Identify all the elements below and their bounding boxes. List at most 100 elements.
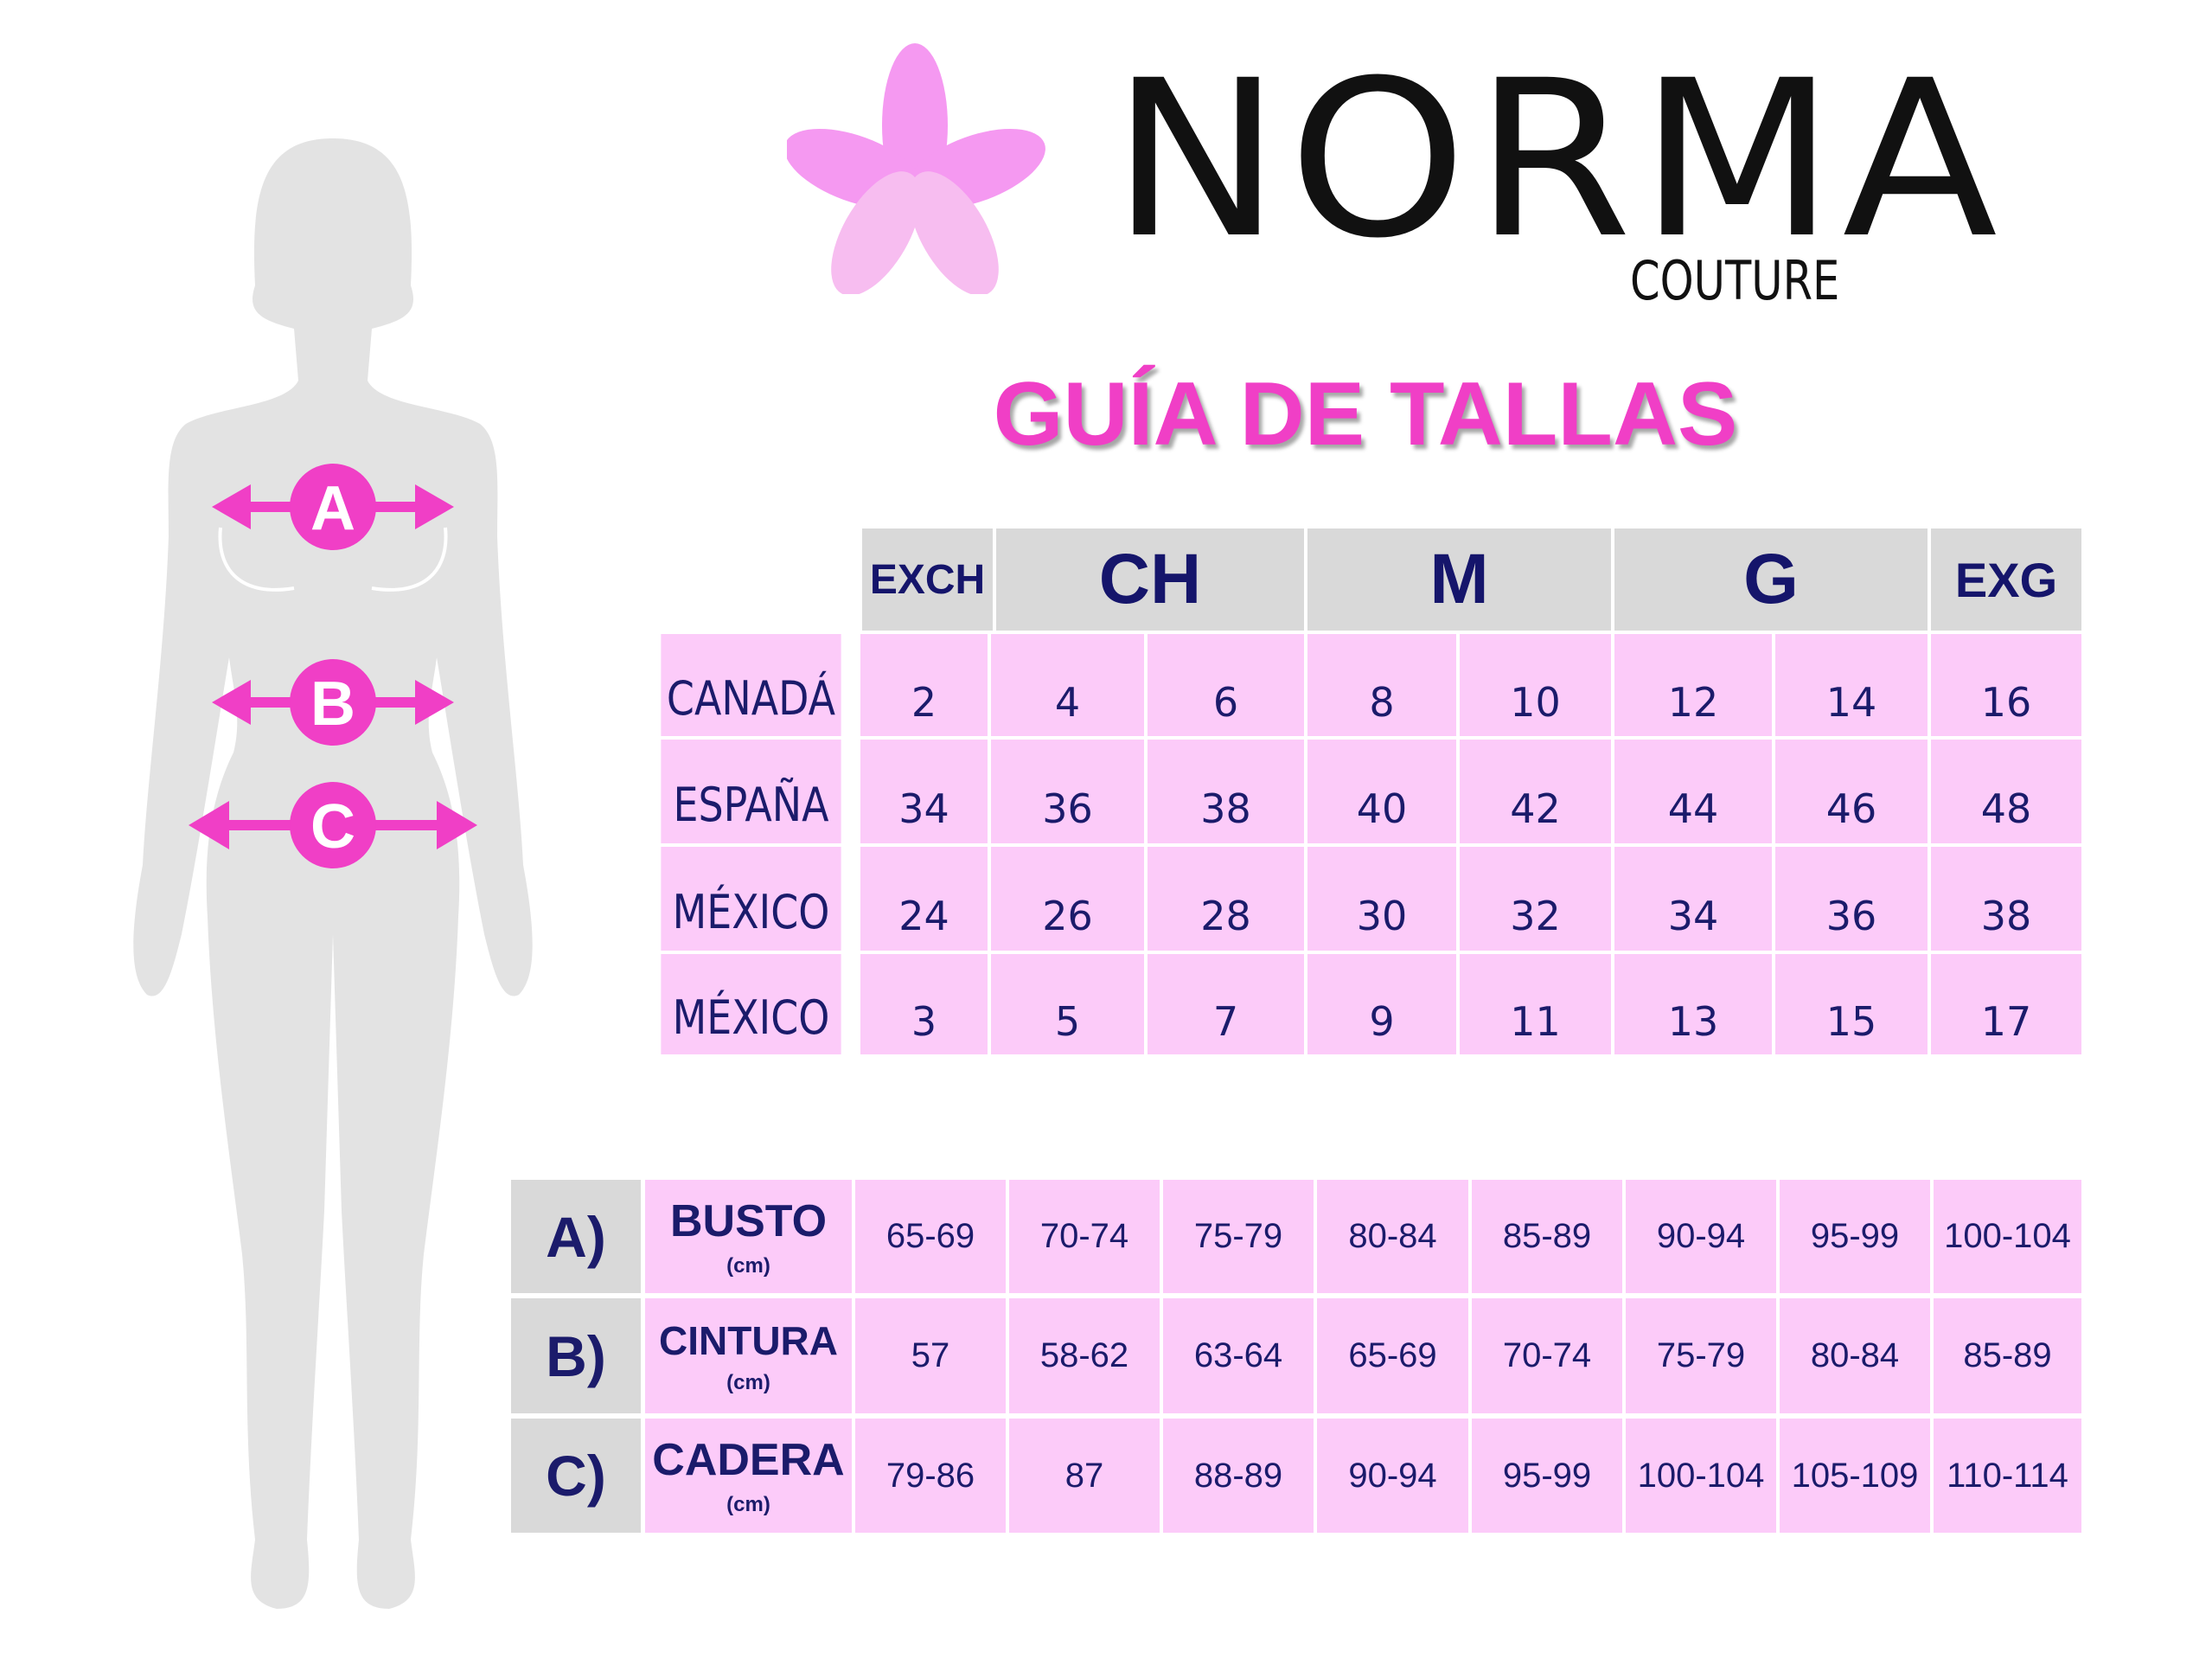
measure-cell-text: 88-89 [1193,1456,1283,1495]
marker-b-label: B [310,669,355,739]
size-cell-text: 17 [1980,998,2032,1045]
measure-cell: 75-79 [1626,1298,1776,1413]
size-cell: 44 [1614,740,1772,843]
measure-label: CADERA (cm) [645,1419,852,1533]
size-cell-text: 44 [1667,785,1719,832]
measure-cell: 100-104 [1626,1419,1776,1533]
measure-cell: 87 [1009,1419,1160,1533]
size-cell: 30 [1307,847,1456,951]
size-cell: 26 [991,847,1144,951]
measure-cell: 85-89 [1934,1298,2081,1413]
size-cell: 28 [1148,847,1304,951]
marker-c [189,782,477,868]
measure-cell: 90-94 [1317,1419,1468,1533]
size-cell: 48 [1931,740,2081,843]
marker-a-label: A [310,474,355,543]
measure-cell: 88-89 [1163,1419,1314,1533]
size-cell: 24 [860,847,988,951]
measure-cell: 85-89 [1472,1180,1622,1293]
body-silhouette: A B C [133,138,533,1609]
measure-cell: 80-84 [1780,1298,1930,1413]
size-cell: 36 [1775,847,1928,951]
marker-a [212,464,454,550]
size-cell-text: 5 [1054,998,1081,1045]
measure-cell-text: 80-84 [1810,1336,1900,1374]
size-cell-text: 26 [1042,893,1093,939]
size-cell: 13 [1614,954,1772,1054]
size-cell-text: 11 [1510,998,1561,1045]
size-cell-text: 32 [1510,893,1561,939]
size-cell-text: 30 [1356,893,1408,939]
size-header: EXCH [862,528,993,631]
measure-cell: 95-99 [1780,1180,1930,1293]
measure-name: CINTURA [659,1317,838,1363]
measure-cell: 57 [855,1298,1006,1413]
measure-letter: B) [511,1298,641,1413]
measure-cell-text: 57 [911,1336,950,1374]
measure-cell-text: 70-74 [1502,1336,1592,1374]
marker-b [212,659,454,746]
row-label-text: ESPAÑA [673,777,829,832]
size-cell: 4 [991,634,1144,736]
measure-letter-text: C) [546,1444,606,1508]
size-cell-text: 28 [1200,893,1251,939]
size-cell: 2 [860,634,988,736]
measure-cell-text: 80-84 [1348,1217,1437,1255]
row-label: MÉXICO [661,847,841,951]
measure-cell: 110-114 [1934,1419,2081,1533]
size-cell: 16 [1931,634,2081,736]
size-header: G [1614,528,1928,631]
size-cell: 34 [1614,847,1772,951]
measure-letter: A) [511,1180,641,1293]
size-header-text: EXG [1954,552,2058,607]
measure-cell-text: 110-114 [1947,1456,2068,1495]
size-cell: 14 [1775,634,1928,736]
size-header: CH [996,528,1304,631]
measure-cell-text: 63-64 [1193,1336,1283,1374]
size-header: EXG [1931,528,2081,631]
measure-cell-text: 95-99 [1810,1217,1900,1255]
row-label-text: CANADÁ [666,670,836,726]
measure-cell: 100-104 [1934,1180,2081,1293]
measure-cell: 70-74 [1472,1298,1622,1413]
size-cell: 9 [1307,954,1456,1054]
size-header-text: M [1429,540,1489,618]
size-cell: 42 [1460,740,1611,843]
size-cell-text: 7 [1212,998,1239,1045]
measure-unit: (cm) [726,1370,770,1394]
size-cell: 8 [1307,634,1456,736]
row-label: ESPAÑA [661,740,841,843]
size-cell-text: 8 [1369,679,1395,726]
measure-cell-text: 95-99 [1502,1456,1592,1495]
measure-cell: 80-84 [1317,1180,1468,1293]
size-header-text: G [1743,540,1799,618]
measure-cell-text: 105-109 [1791,1456,1919,1495]
measure-cell-text: 58-62 [1039,1336,1129,1374]
measure-cell: 105-109 [1780,1419,1930,1533]
size-cell-text: 13 [1667,998,1719,1045]
size-cell-text: 12 [1667,679,1719,726]
row-label: CANADÁ [661,634,841,736]
size-cell-text: 4 [1054,679,1081,726]
size-cell-text: 24 [898,893,949,939]
size-cell: 38 [1931,847,2081,951]
brand-subtitle: COUTURE [1630,249,1840,312]
measure-cell-text: 85-89 [1963,1336,2052,1374]
measure-cell-text: 75-79 [1193,1217,1283,1255]
size-cell: 36 [991,740,1144,843]
size-cell-text: 36 [1042,785,1093,832]
measure-label: CINTURA (cm) [645,1298,852,1413]
measure-cell-text: 85-89 [1502,1217,1592,1255]
measure-cell-text: 90-94 [1348,1456,1437,1495]
size-cell-text: 38 [1980,893,2032,939]
measure-unit: (cm) [726,1493,770,1516]
size-cell-text: 2 [911,679,937,726]
size-cell-text: 6 [1212,679,1239,726]
size-cell-text: 16 [1980,679,2032,726]
size-cell-text: 46 [1825,785,1877,832]
measure-cell: 58-62 [1009,1298,1160,1413]
measure-cell: 70-74 [1009,1180,1160,1293]
measure-cell: 65-69 [855,1180,1006,1293]
size-cell: 12 [1614,634,1772,736]
size-cell-text: 42 [1510,785,1561,832]
